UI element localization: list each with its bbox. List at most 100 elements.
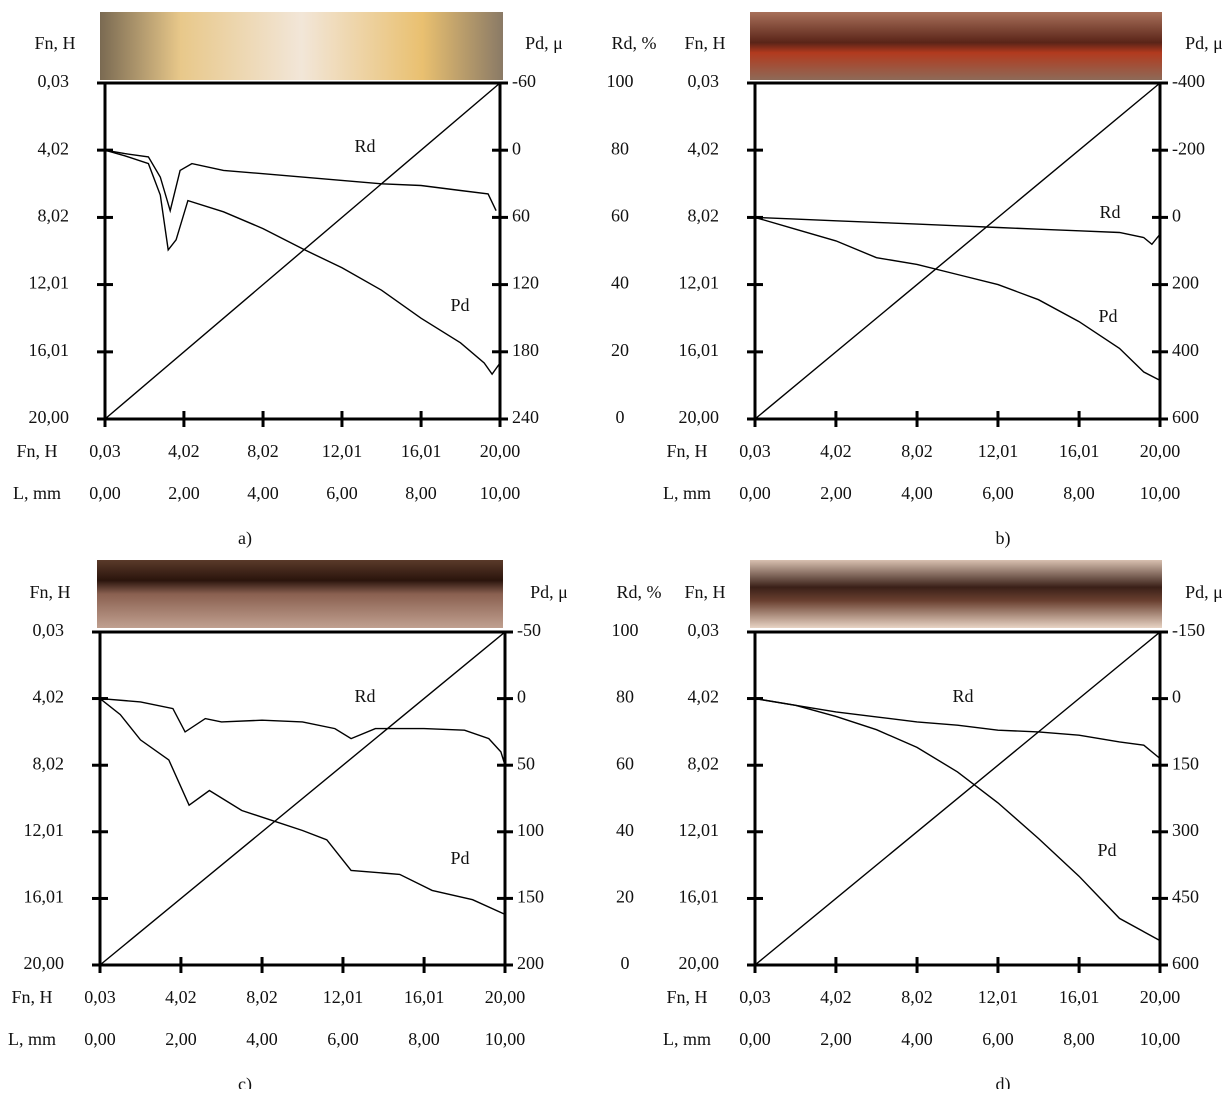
y-tick-label: 16,01	[679, 887, 720, 907]
y2-tick-label: -50	[517, 620, 541, 640]
x2-tick-label: 2,00	[165, 1029, 197, 1049]
x-tick-label: 20,00	[1140, 441, 1181, 461]
scratch-image	[750, 560, 1162, 628]
y2-axis-title: Pd, μ	[525, 33, 563, 53]
x-tick-label: 0,03	[739, 441, 771, 461]
x-tick-label: 0,03	[89, 441, 121, 461]
y-tick-label: 12,01	[24, 820, 65, 840]
x2-axis-title: L, mm	[13, 483, 61, 503]
y2-tick-label: 120	[512, 273, 539, 293]
x-tick-label: 16,01	[1059, 441, 1100, 461]
y2-tick-label: 150	[517, 887, 544, 907]
y2-tick-label: -60	[512, 71, 536, 91]
y-tick-label: 8,02	[38, 206, 70, 226]
y2-axis-title: Pd, μ	[530, 582, 568, 602]
plot-frame	[98, 630, 507, 967]
x2-tick-label: 4,00	[246, 1029, 278, 1049]
curve-label: Pd	[450, 295, 469, 315]
y2-tick-label: 600	[1172, 407, 1199, 427]
x-axis-title: Fn, H	[16, 441, 57, 461]
y3-tick-label: 0	[621, 953, 630, 973]
x-tick-label: 4,02	[168, 441, 200, 461]
y2-tick-label: -200	[1172, 138, 1205, 158]
x2-tick-label: 10,00	[480, 483, 521, 503]
y2-tick-label: 0	[517, 687, 526, 707]
x2-tick-label: 6,00	[982, 483, 1014, 503]
x-tick-label: 0,03	[739, 987, 771, 1007]
curve-label: Rd	[1099, 202, 1120, 222]
x2-tick-label: 10,00	[1140, 1029, 1181, 1049]
x-tick-label: 8,02	[246, 987, 278, 1007]
y2-axis-title: Pd, μ	[1185, 582, 1223, 602]
x2-tick-label: 6,00	[982, 1029, 1014, 1049]
plot-frame	[753, 630, 1162, 967]
curve-label: Pd	[450, 848, 469, 868]
x-tick-label: 16,01	[1059, 987, 1100, 1007]
x2-tick-label: 10,00	[485, 1029, 526, 1049]
x-tick-label: 4,02	[820, 987, 852, 1007]
x2-tick-label: 6,00	[327, 1029, 359, 1049]
y-tick-label: 16,01	[24, 887, 65, 907]
x2-tick-label: 4,00	[247, 483, 279, 503]
y-tick-label: 20,00	[679, 953, 720, 973]
x-tick-label: 20,00	[1140, 987, 1181, 1007]
panel-label: d)	[996, 1074, 1011, 1089]
y2-tick-label: 300	[1172, 820, 1199, 840]
data-line	[754, 216, 1161, 246]
y2-tick-label: 240	[512, 407, 539, 427]
panel-label: c)	[238, 1074, 252, 1089]
y2-tick-label: 600	[1172, 953, 1199, 973]
y-tick-label: 8,02	[688, 753, 720, 773]
y2-tick-label: 60	[512, 206, 530, 226]
y-axis-title: Fn, H	[684, 582, 725, 602]
x2-tick-label: 0,00	[84, 1029, 116, 1049]
x2-tick-label: 0,00	[89, 483, 121, 503]
x2-tick-label: 4,00	[901, 1029, 933, 1049]
y3-tick-label: 0	[616, 407, 625, 427]
y2-tick-label: 450	[1172, 887, 1199, 907]
y-tick-label: 8,02	[33, 753, 65, 773]
y-tick-label: 20,00	[29, 407, 70, 427]
curve-label: Pd	[1097, 840, 1116, 860]
x-tick-label: 16,01	[404, 987, 445, 1007]
x-tick-label: 12,01	[322, 441, 363, 461]
x2-axis-title: L, mm	[663, 483, 711, 503]
x2-tick-label: 0,00	[739, 1029, 771, 1049]
y3-axis-title: Rd, %	[612, 33, 657, 53]
panel-label: a)	[238, 528, 252, 549]
y2-tick-label: 150	[1172, 753, 1199, 773]
y-tick-label: 0,03	[688, 71, 720, 91]
y2-axis-title: Pd, μ	[1185, 33, 1223, 53]
data-line	[754, 697, 1161, 760]
y2-tick-label: 0	[1172, 206, 1181, 226]
x2-axis-title: L, mm	[663, 1029, 711, 1049]
y-tick-label: 0,03	[33, 620, 65, 640]
y2-tick-label: 50	[517, 753, 535, 773]
y-tick-label: 4,02	[688, 138, 720, 158]
y2-tick-label: 180	[512, 340, 539, 360]
x-axis-title: Fn, H	[666, 441, 707, 461]
load-line	[104, 82, 501, 420]
y-tick-label: 0,03	[688, 620, 720, 640]
data-line	[104, 149, 497, 214]
x2-tick-label: 2,00	[820, 1029, 852, 1049]
x2-tick-label: 2,00	[820, 483, 852, 503]
plot-frame	[103, 81, 502, 421]
x2-tick-label: 8,00	[405, 483, 437, 503]
y3-tick-label: 60	[616, 753, 634, 773]
x-tick-label: 12,01	[978, 441, 1019, 461]
y-tick-label: 0,03	[38, 71, 70, 91]
y2-tick-label: -400	[1172, 71, 1205, 91]
curve-label: Pd	[1098, 306, 1117, 326]
scratch-image	[100, 12, 503, 80]
y2-tick-label: 200	[1172, 273, 1199, 293]
load-line	[754, 631, 1161, 966]
x2-tick-label: 10,00	[1140, 483, 1181, 503]
data-line	[754, 216, 1161, 382]
y-tick-label: 16,01	[29, 340, 70, 360]
curve-label: Rd	[354, 686, 375, 706]
y3-tick-label: 40	[611, 273, 629, 293]
y-tick-label: 20,00	[679, 407, 720, 427]
y-tick-label: 8,02	[688, 206, 720, 226]
x-axis-title: Fn, H	[11, 987, 52, 1007]
